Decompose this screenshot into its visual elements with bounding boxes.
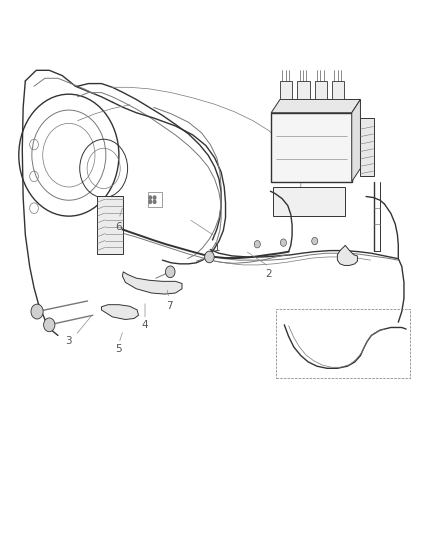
Circle shape bbox=[312, 237, 318, 245]
Bar bbox=[271, 113, 352, 182]
Bar bbox=[273, 187, 345, 216]
Bar bbox=[280, 81, 292, 100]
Polygon shape bbox=[271, 100, 360, 113]
Bar bbox=[297, 81, 310, 100]
Polygon shape bbox=[352, 100, 360, 182]
Circle shape bbox=[149, 200, 152, 204]
Circle shape bbox=[31, 304, 43, 319]
Circle shape bbox=[149, 196, 152, 199]
Circle shape bbox=[166, 266, 175, 278]
Text: 2: 2 bbox=[266, 270, 272, 279]
Bar bbox=[315, 81, 327, 100]
Text: 7: 7 bbox=[166, 301, 172, 311]
Circle shape bbox=[153, 200, 156, 204]
Circle shape bbox=[280, 239, 286, 246]
Text: 6: 6 bbox=[116, 222, 122, 232]
Bar bbox=[148, 192, 162, 207]
Bar bbox=[360, 118, 374, 176]
Circle shape bbox=[205, 251, 214, 263]
Text: 3: 3 bbox=[66, 336, 72, 346]
Circle shape bbox=[44, 318, 55, 332]
Polygon shape bbox=[337, 245, 357, 265]
Polygon shape bbox=[102, 305, 138, 319]
Text: 1: 1 bbox=[213, 243, 220, 253]
Polygon shape bbox=[122, 272, 182, 294]
Text: 5: 5 bbox=[116, 344, 122, 354]
Bar bbox=[332, 81, 344, 100]
Text: 4: 4 bbox=[142, 320, 148, 330]
Bar bbox=[97, 196, 123, 254]
Circle shape bbox=[254, 240, 260, 248]
Circle shape bbox=[153, 196, 156, 199]
Bar bbox=[276, 309, 410, 378]
